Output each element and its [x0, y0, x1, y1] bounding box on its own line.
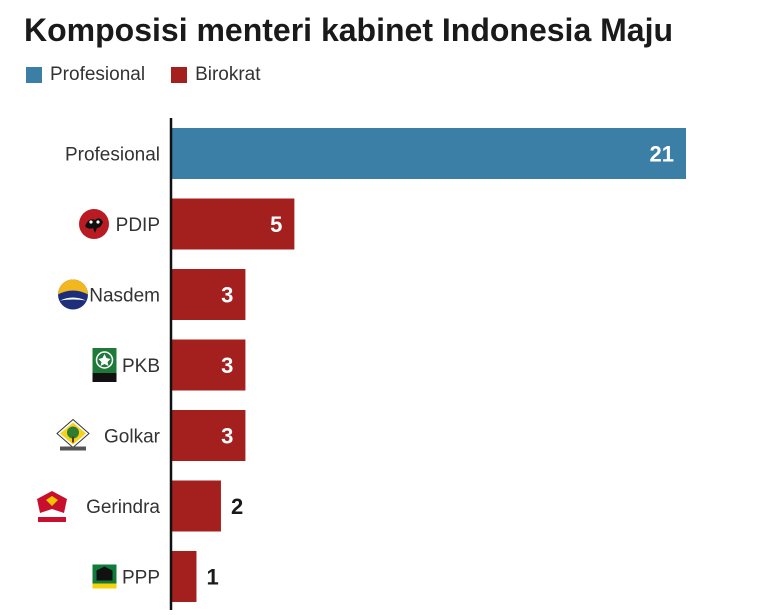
bar-nasdem	[172, 269, 246, 320]
bar-gerindra	[172, 480, 221, 532]
category-label-pdip: PDIP	[116, 215, 160, 236]
category-label-profesional: Profesional	[65, 145, 160, 166]
legend-label-profesional: Profesional	[50, 64, 146, 85]
chart-title: Komposisi menteri kabinet Indonesia Maju	[24, 12, 674, 48]
bar-pdip	[172, 198, 295, 250]
legend-label-birokrat: Birokrat	[195, 64, 261, 85]
value-label-ppp: 1	[206, 565, 218, 590]
bar-pkb	[172, 339, 246, 391]
gerindra-logo-icon	[37, 491, 67, 522]
pdip-logo-icon	[79, 209, 109, 239]
category-label-ppp: PPP	[122, 568, 160, 589]
bar-profesional	[172, 128, 686, 179]
nasdem-logo-icon	[58, 279, 88, 310]
bar-golkar	[172, 410, 246, 461]
category-label-gerindra: Gerindra	[86, 497, 160, 518]
value-label-golkar: 3	[221, 424, 233, 449]
value-label-gerindra: 2	[231, 494, 243, 519]
category-label-nasdem: Nasdem	[89, 286, 160, 307]
legend: Profesional Birokrat	[26, 64, 287, 86]
value-label-pdip: 5	[270, 212, 282, 237]
legend-swatch-birokrat	[171, 67, 188, 83]
pkb-logo-icon	[92, 348, 117, 382]
bar-ppp	[172, 551, 197, 602]
value-label-pkb: 3	[221, 353, 233, 378]
legend-item-birokrat: Birokrat	[171, 64, 261, 86]
value-label-nasdem: 3	[221, 283, 233, 308]
legend-item-profesional: Profesional	[26, 64, 145, 86]
category-label-golkar: Golkar	[104, 427, 161, 448]
category-label-pkb: PKB	[122, 356, 160, 377]
legend-swatch-profesional	[26, 67, 42, 83]
value-label-profesional: 21	[650, 142, 674, 167]
golkar-logo-icon	[56, 418, 90, 451]
ppp-logo-icon	[92, 564, 117, 589]
